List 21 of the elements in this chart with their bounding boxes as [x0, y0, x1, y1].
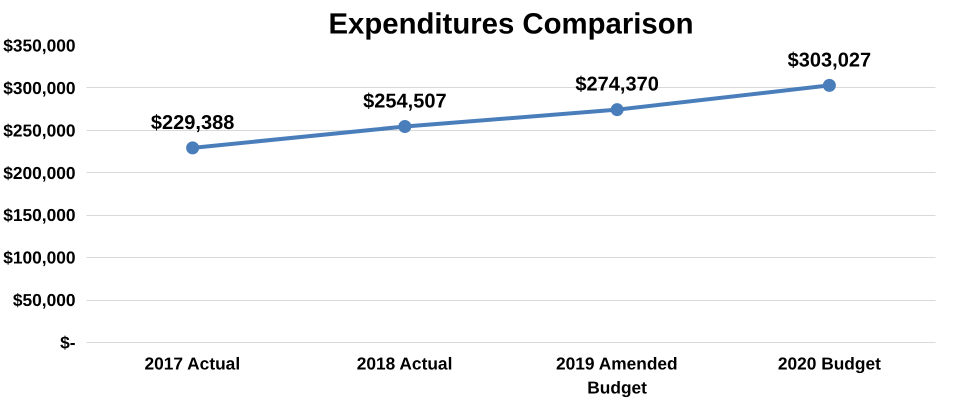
point: [610, 103, 624, 116]
x-tick-label: 2019 Amended Budget: [556, 354, 678, 398]
x-tick-label: 2020 Budget: [778, 354, 882, 374]
x-tick-label: 2017 Actual: [144, 354, 240, 374]
x-tick-label: 2018 Actual: [356, 354, 452, 374]
data-label: $303,027: [788, 49, 872, 72]
y-tick-label: $250,000: [3, 120, 76, 140]
data-label: $274,370: [575, 74, 659, 96]
y-tick-label: $100,000: [3, 248, 76, 268]
point: [186, 141, 200, 154]
chart-title: Expenditures Comparison: [328, 8, 694, 40]
y-tick-label: $-: [60, 332, 76, 352]
point: [398, 120, 412, 134]
point: [822, 78, 836, 92]
data-label: $254,507: [363, 90, 447, 113]
y-tick-label: $150,000: [3, 205, 76, 226]
y-tick-label: $200,000: [3, 162, 76, 183]
data-label: $229,388: [150, 112, 234, 134]
y-tick-label: $350,000: [3, 36, 76, 56]
y-tick-label: $300,000: [3, 78, 76, 98]
y-tick-label: $50,000: [12, 290, 76, 310]
